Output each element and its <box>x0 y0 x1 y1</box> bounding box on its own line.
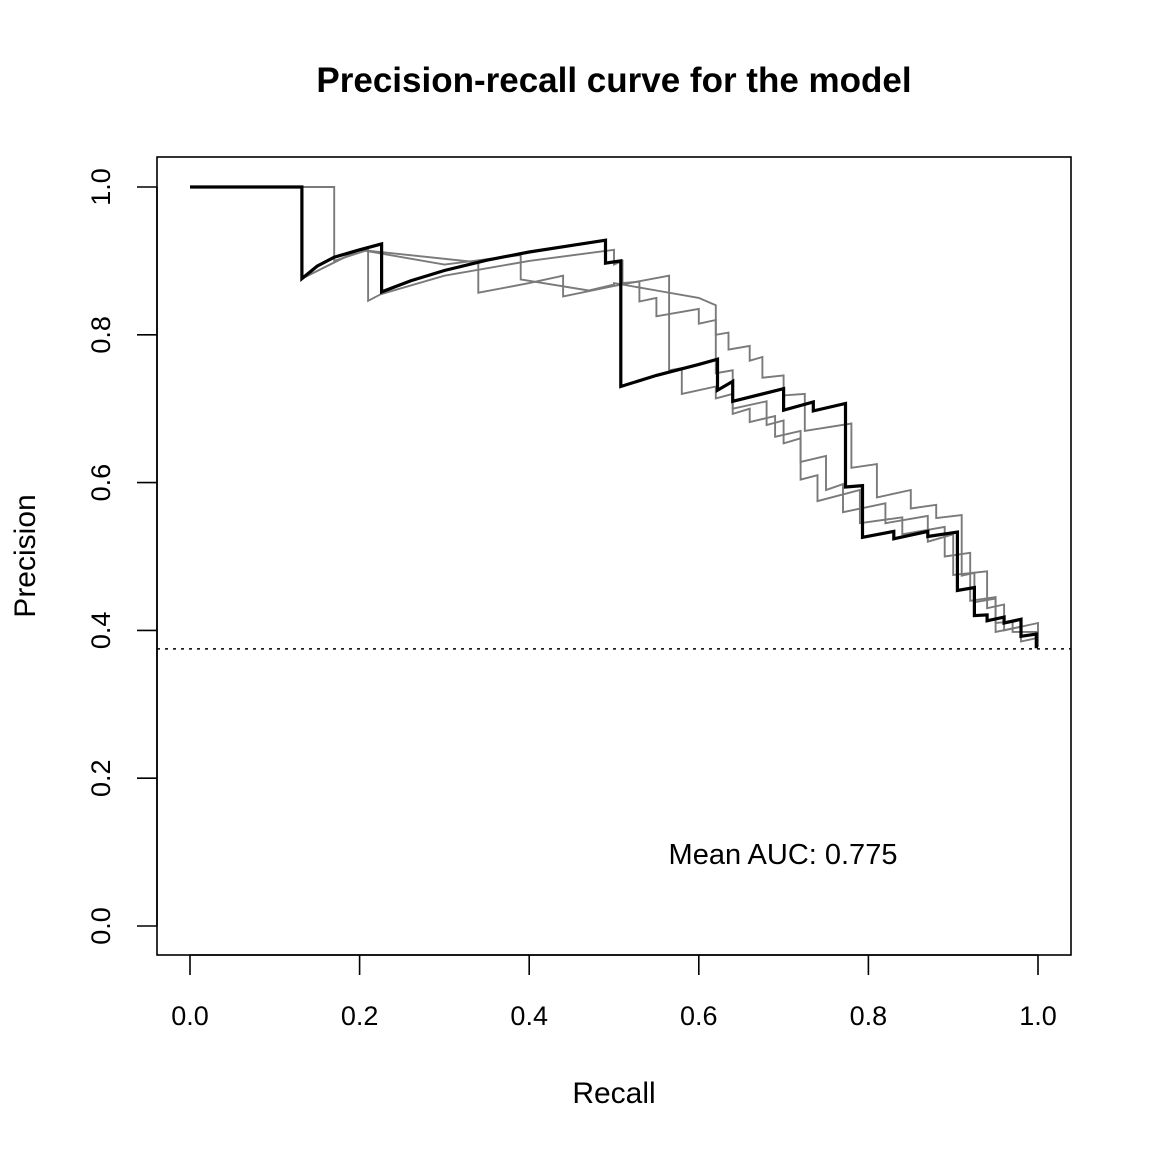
x-axis: 0.0 0.2 0.4 0.6 0.8 1.0 <box>171 954 1057 1031</box>
fold-curve-3 <box>190 186 1039 647</box>
chart-title: Precision-recall curve for the model <box>316 61 911 100</box>
y-tick-label: 0.2 <box>86 759 116 797</box>
y-axis-label: Precision <box>9 494 42 617</box>
mean-pr-curve <box>190 185 1038 649</box>
x-tick-label: 0.6 <box>680 1001 718 1031</box>
fold-curves <box>190 186 1039 647</box>
y-tick-label: 0.6 <box>86 464 116 502</box>
x-tick-label: 0.0 <box>171 1001 209 1031</box>
x-tick-label: 1.0 <box>1019 1001 1057 1031</box>
y-tick-label: 0.8 <box>86 316 116 354</box>
mean-auc-annotation: Mean AUC: 0.775 <box>669 839 898 871</box>
y-tick-label: 0.0 <box>86 907 116 945</box>
y-axis: 0.0 0.2 0.4 0.6 0.8 1.0 <box>86 168 158 945</box>
x-tick-label: 0.4 <box>510 1001 548 1031</box>
y-tick-label: 0.4 <box>86 612 116 650</box>
fold-curve-1 <box>190 186 1039 647</box>
x-tick-label: 0.2 <box>341 1001 379 1031</box>
plot-frame <box>156 156 1072 956</box>
y-tick-label: 1.0 <box>86 168 116 206</box>
x-tick-label: 0.8 <box>850 1001 888 1031</box>
x-axis-label: Recall <box>572 1077 655 1110</box>
